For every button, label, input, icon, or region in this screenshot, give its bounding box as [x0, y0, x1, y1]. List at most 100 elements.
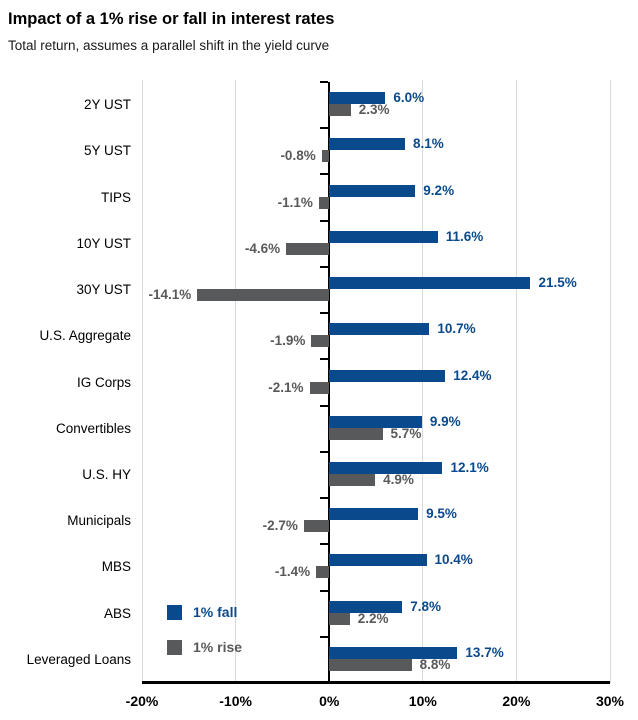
category-label: Municipals	[67, 513, 131, 529]
category-label: 10Y UST	[76, 235, 131, 251]
bar-rise	[303, 520, 330, 533]
legend-label-rise: 1% rise	[193, 639, 243, 655]
bar-rise	[197, 289, 330, 302]
axis-tick	[320, 219, 329, 222]
bar-value-fall: 12.1%	[450, 459, 489, 475]
bar-fall	[329, 646, 458, 659]
bar-value-rise: -2.7%	[262, 518, 298, 534]
bar-value-rise: -1.1%	[277, 194, 313, 210]
bar-rise	[316, 566, 330, 579]
bar-fall	[329, 92, 386, 105]
zero-baseline	[328, 82, 331, 683]
bar-value-fall: 12.4%	[453, 367, 492, 383]
bar-fall	[329, 230, 438, 243]
category-label: MBS	[101, 559, 131, 575]
gridline	[235, 80, 237, 683]
axis-tick	[320, 358, 329, 361]
x-tick-label: 10%	[408, 693, 437, 709]
category-label: IG Corps	[76, 374, 131, 390]
gridline	[141, 80, 143, 683]
bar-value-rise: 5.7%	[390, 425, 422, 441]
legend-item-rise: 1% rise	[167, 639, 242, 655]
gridline	[422, 80, 424, 683]
x-tick-label: 0%	[319, 693, 340, 709]
bar-value-rise: 8.8%	[419, 656, 451, 672]
axis-tick	[320, 497, 329, 500]
bar-value-rise: -1.4%	[274, 564, 311, 580]
bar-value-rise: 2.2%	[357, 610, 389, 626]
bar-value-fall: 21.5%	[538, 275, 577, 291]
bar-value-fall: 11.6%	[445, 228, 484, 244]
bar-rise	[329, 104, 351, 117]
axis-tick	[320, 543, 329, 546]
legend-label-fall: 1% fall	[193, 604, 238, 620]
bar-value-fall: 9.5%	[426, 506, 457, 522]
bar-rise	[309, 381, 330, 394]
gridline	[609, 80, 611, 683]
category-label: Convertibles	[55, 420, 131, 436]
category-label: TIPS	[100, 189, 131, 205]
axis-tick	[320, 173, 329, 176]
axis-tick	[320, 450, 329, 453]
axis-tick	[320, 589, 329, 592]
bar-value-rise: -14.1%	[148, 287, 192, 303]
legend-swatch-rise	[167, 639, 182, 655]
bar-fall	[329, 277, 531, 290]
bar-value-rise: 4.9%	[383, 471, 414, 487]
bar-value-rise: 2.3%	[358, 102, 390, 118]
x-tick-label: -10%	[219, 693, 252, 709]
bar-fall	[329, 600, 403, 613]
category-label: 5Y UST	[83, 143, 131, 159]
axis-tick	[320, 635, 329, 638]
x-tick-label: 20%	[502, 693, 531, 709]
bar-fall	[329, 369, 446, 382]
category-label: 2Y UST	[83, 97, 131, 113]
bar-rise	[321, 150, 330, 163]
bar-fall	[329, 461, 443, 474]
chart-subtitle: Total return, assumes a parallel shift i…	[8, 38, 330, 53]
bar-value-fall: 6.0%	[393, 90, 425, 106]
bar-value-fall: 10.7%	[437, 321, 476, 337]
bar-fall	[329, 138, 405, 151]
bar-value-fall: 9.2%	[423, 182, 455, 198]
gridline	[515, 80, 517, 683]
axis-tick	[320, 265, 329, 268]
bar-rise	[311, 335, 330, 348]
bar-rise	[329, 658, 412, 671]
category-label: U.S. Aggregate	[39, 328, 131, 344]
category-label: Leveraged Loans	[26, 651, 131, 667]
bar-fall	[329, 554, 427, 567]
bar-value-rise: -4.6%	[244, 240, 281, 256]
axis-tick	[320, 81, 329, 83]
bar-fall	[329, 323, 430, 336]
bar-rise	[286, 242, 330, 255]
bar-fall	[329, 415, 422, 428]
bar-fall	[329, 184, 416, 197]
legend-swatch-fall	[167, 604, 182, 620]
x-tick-label: -20%	[125, 693, 159, 709]
bar-value-fall: 10.4%	[434, 552, 473, 568]
bar-value-fall: 7.8%	[410, 598, 441, 614]
bar-rise	[329, 473, 376, 486]
category-label: 30Y UST	[76, 282, 131, 298]
bar-value-rise: -0.8%	[280, 148, 316, 164]
bar-value-fall: 8.1%	[413, 136, 444, 152]
bar-value-rise: -2.1%	[268, 379, 304, 395]
legend-item-fall: 1% fall	[167, 604, 237, 620]
bar-rise	[318, 196, 330, 209]
category-label: ABS	[103, 605, 131, 621]
bar-value-fall: 9.9%	[429, 413, 461, 429]
bar-rise	[329, 427, 383, 440]
bar-rise	[329, 612, 350, 625]
axis-tick	[320, 404, 329, 407]
chart-title: Impact of a 1% rise or fall in interest …	[8, 10, 335, 28]
x-tick-label: 30%	[595, 693, 625, 709]
bar-value-rise: -1.9%	[270, 333, 306, 349]
bar-value-fall: 13.7%	[465, 644, 504, 660]
axis-tick	[320, 127, 329, 130]
axis-tick	[320, 312, 329, 315]
category-label: U.S. HY	[82, 466, 131, 482]
x-axis-line	[142, 681, 610, 684]
